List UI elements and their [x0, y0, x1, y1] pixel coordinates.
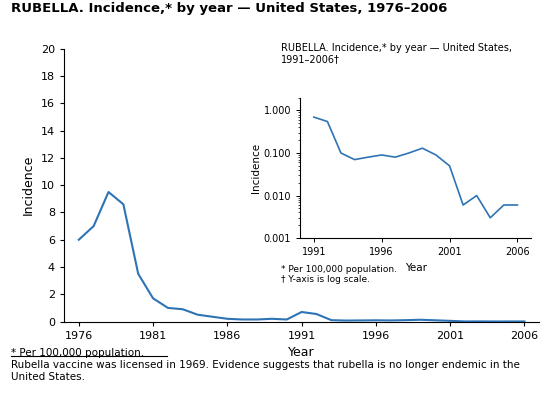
Text: † Y-axis is log scale.: † Y-axis is log scale. [281, 275, 370, 284]
X-axis label: Year: Year [405, 263, 426, 273]
Text: Rubella vaccine was licensed in 1969. Evidence suggests that rubella is no longe: Rubella vaccine was licensed in 1969. Ev… [11, 360, 520, 382]
Text: RUBELLA. Incidence,* by year — United States,
1991–2006†: RUBELLA. Incidence,* by year — United St… [281, 43, 512, 64]
Text: RUBELLA. Incidence,* by year — United States, 1976–2006: RUBELLA. Incidence,* by year — United St… [11, 2, 448, 15]
Y-axis label: Incidence: Incidence [22, 155, 35, 215]
Y-axis label: Incidence: Incidence [251, 143, 261, 193]
X-axis label: Year: Year [289, 346, 315, 359]
Text: * Per 100,000 population.: * Per 100,000 population. [281, 265, 397, 274]
Text: * Per 100,000 population.: * Per 100,000 population. [11, 348, 144, 358]
